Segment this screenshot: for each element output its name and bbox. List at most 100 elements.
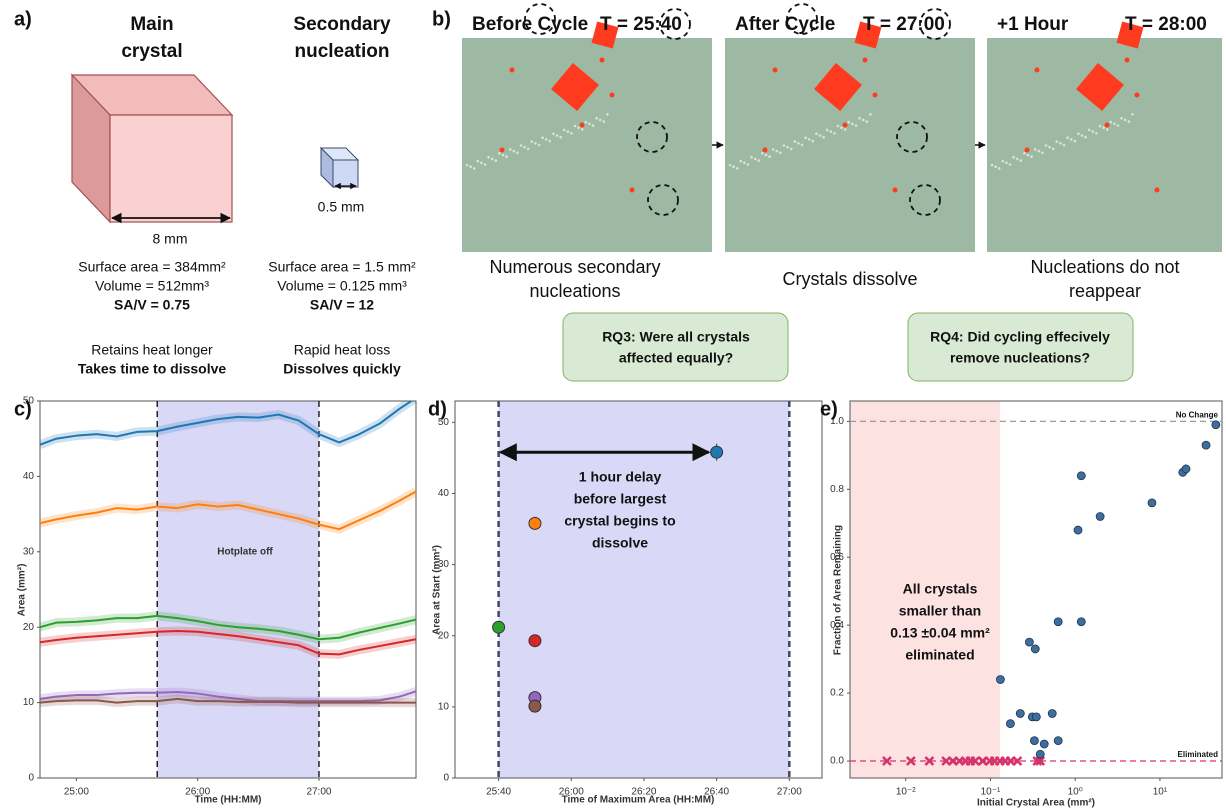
annotation: dissolve xyxy=(592,535,648,551)
bubble xyxy=(812,140,815,143)
data-point xyxy=(1077,472,1085,480)
bubble xyxy=(477,160,480,163)
bubble xyxy=(740,160,743,163)
bubble xyxy=(549,140,552,143)
bubble xyxy=(844,128,847,131)
volume: Volume = 512mm³ xyxy=(95,278,209,294)
bubble xyxy=(1016,158,1019,161)
bubble xyxy=(559,136,562,139)
bubble xyxy=(502,154,505,157)
annotation: crystal begins to xyxy=(564,513,675,529)
red-dot xyxy=(843,123,848,128)
bubble xyxy=(837,125,840,128)
red-dot xyxy=(610,93,615,98)
bubble xyxy=(1027,154,1030,157)
bubble xyxy=(574,125,577,128)
sa-v-ratio: SA/V = 0.75 xyxy=(114,297,190,313)
red-dot xyxy=(500,148,505,153)
bubble xyxy=(509,148,512,151)
annotation: before largest xyxy=(574,491,667,507)
bubble xyxy=(804,136,807,139)
bubble xyxy=(1041,152,1044,155)
y-tick-label: 0 xyxy=(443,773,449,784)
bubble xyxy=(819,134,822,137)
bubble xyxy=(732,165,735,168)
y-tick-label: 30 xyxy=(23,546,35,557)
crystal-title: Secondary xyxy=(293,14,391,35)
bubble xyxy=(505,155,508,158)
size-label: 8 mm xyxy=(153,231,188,247)
bubble xyxy=(585,121,588,124)
y-axis-label: Fraction of Area Remaining xyxy=(833,525,844,655)
heat-note: Retains heat longer xyxy=(91,342,213,358)
data-point xyxy=(529,700,541,712)
bubble xyxy=(563,129,566,132)
bubble xyxy=(527,148,530,151)
y-tick-label: 40 xyxy=(438,488,450,499)
red-dot xyxy=(873,93,878,98)
red-dot xyxy=(1025,148,1030,153)
x-tick-label: 27:00 xyxy=(777,787,802,798)
bubble xyxy=(833,132,836,135)
bubble xyxy=(754,158,757,161)
x-tick-label: 10¹ xyxy=(1153,787,1168,798)
photo-glare xyxy=(725,38,975,252)
bubble xyxy=(541,136,544,139)
photo-glare xyxy=(462,38,712,252)
frame-caption: Crystals dissolve xyxy=(782,269,917,289)
bubble xyxy=(1056,140,1059,143)
bubble xyxy=(750,156,753,159)
bubble xyxy=(786,146,789,149)
annotation: Hotplate off xyxy=(217,547,273,558)
bubble xyxy=(1110,121,1113,124)
data-point xyxy=(1202,441,1210,449)
data-point xyxy=(529,635,541,647)
bubble xyxy=(776,150,779,153)
photo-panels xyxy=(462,4,1222,252)
bubble xyxy=(498,152,501,155)
x-axis-label: Time of Maximum Area (HH:MM) xyxy=(562,795,715,806)
bubble xyxy=(840,126,843,129)
red-dot xyxy=(763,148,768,153)
data-point xyxy=(1054,618,1062,626)
shaded-region xyxy=(499,401,790,778)
bubble xyxy=(480,162,483,165)
bubble xyxy=(487,156,490,159)
bubble xyxy=(466,164,469,167)
x-tick-label: 10⁻² xyxy=(896,787,916,798)
data-point xyxy=(1096,512,1104,520)
x-tick-label: 25:40 xyxy=(486,787,511,798)
heat-note: Rapid heat loss xyxy=(294,342,391,358)
red-dot xyxy=(510,68,515,73)
figure: a)Maincrystal8 mmSurface area = 384mm²Vo… xyxy=(0,0,1226,812)
red-dot xyxy=(1105,123,1110,128)
bubble xyxy=(1077,133,1080,136)
bubble xyxy=(603,120,606,123)
small-cube xyxy=(321,148,358,187)
panel-label: c) xyxy=(14,398,32,420)
bubble xyxy=(1088,129,1091,132)
bubble xyxy=(523,146,526,149)
x-tick-label: 10⁰ xyxy=(1068,787,1083,798)
bubble xyxy=(1102,126,1105,129)
bubble xyxy=(779,152,782,155)
bubble xyxy=(588,123,591,126)
annotation: 0.13 ±0.04 mm² xyxy=(890,625,990,641)
bubble xyxy=(592,124,595,127)
research-question: affected equally? xyxy=(619,350,733,366)
crystal-title: crystal xyxy=(121,41,182,62)
red-dot xyxy=(580,123,585,128)
red-dot xyxy=(630,188,635,193)
bubble xyxy=(1131,113,1134,116)
bubble xyxy=(822,136,825,139)
bubble xyxy=(808,138,811,141)
y-axis-label: Area (mm²) xyxy=(17,564,28,617)
bubble xyxy=(516,152,519,155)
bubble xyxy=(520,144,523,147)
bubble xyxy=(1092,130,1095,133)
bubble xyxy=(869,113,872,116)
page: {"panel_a": {"label": "a)", "main": {"ti… xyxy=(0,0,1226,812)
data-point xyxy=(493,621,505,633)
bubble xyxy=(1002,160,1005,163)
data-point xyxy=(1048,709,1056,717)
